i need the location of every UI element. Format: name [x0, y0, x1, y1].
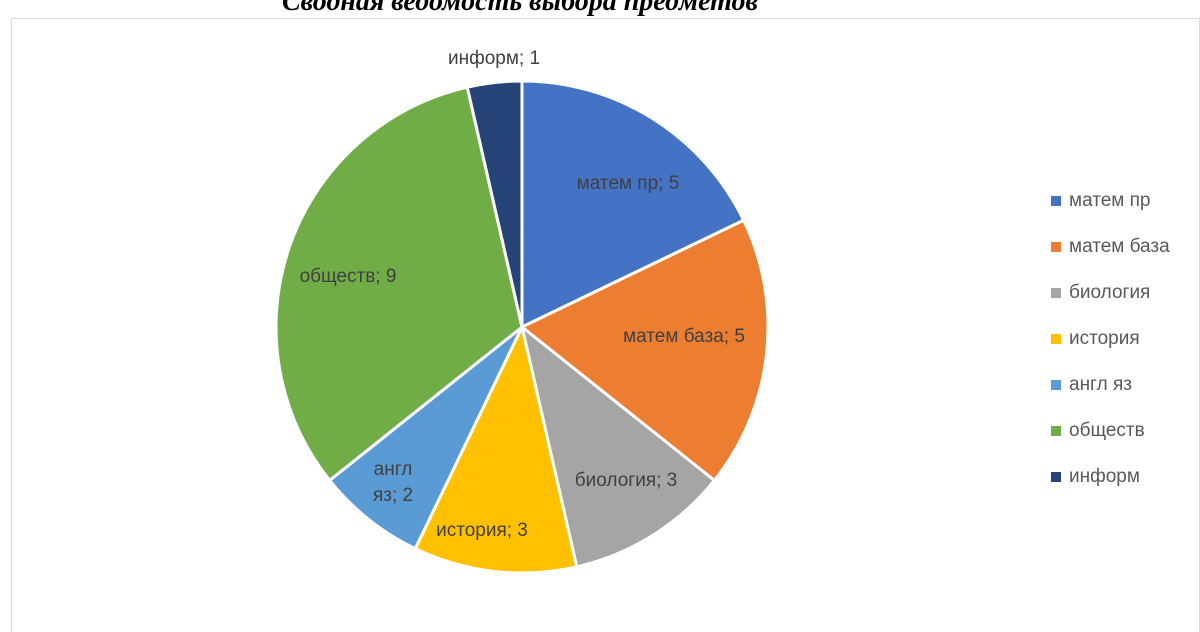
data-label-1: матем пр; 5 [577, 173, 680, 194]
data-label-4: история; 3 [436, 520, 528, 541]
chart-legend: матем пр матем база биология история англ яз… [1051, 178, 1170, 500]
pie-slice-4 [413, 325, 579, 575]
pie-slice-2 [520, 218, 770, 482]
legend-label: информ [1069, 466, 1140, 487]
data-label-5: англ яз; 2 [373, 459, 413, 506]
legend-item: матем пр [1051, 178, 1170, 224]
pie-slice-3 [520, 325, 716, 569]
pie-slice-7 [465, 79, 524, 329]
legend-swatch [1051, 380, 1061, 390]
pie-slice-1 [520, 79, 746, 329]
pie-slice-5 [328, 325, 524, 551]
legend-label: обществ [1069, 420, 1145, 441]
legend-swatch [1051, 472, 1061, 482]
legend-item: биология [1051, 270, 1170, 316]
data-label-3: биология; 3 [575, 470, 677, 491]
legend-item: история [1051, 316, 1170, 362]
data-label-6: обществ; 9 [300, 266, 397, 287]
legend-label: матем пр [1069, 190, 1151, 211]
legend-item: информ [1051, 454, 1170, 500]
legend-label: англ яз [1069, 374, 1132, 395]
legend-swatch [1051, 426, 1061, 436]
legend-label: биология [1069, 282, 1151, 303]
legend-label: история [1069, 328, 1140, 349]
legend-label: матем база [1069, 236, 1170, 257]
legend-item: англ яз [1051, 362, 1170, 408]
legend-swatch [1051, 288, 1061, 298]
pie-slice-6 [274, 85, 524, 482]
page-title: Сводная ведомость выбора предметов [281, 0, 759, 17]
legend-swatch [1051, 334, 1061, 344]
data-label-7: информ; 1 [448, 48, 540, 69]
legend-swatch [1051, 242, 1061, 252]
legend-swatch [1051, 196, 1061, 206]
legend-item: матем база [1051, 224, 1170, 270]
legend-item: обществ [1051, 408, 1170, 454]
data-label-2: матем база; 5 [623, 326, 745, 347]
